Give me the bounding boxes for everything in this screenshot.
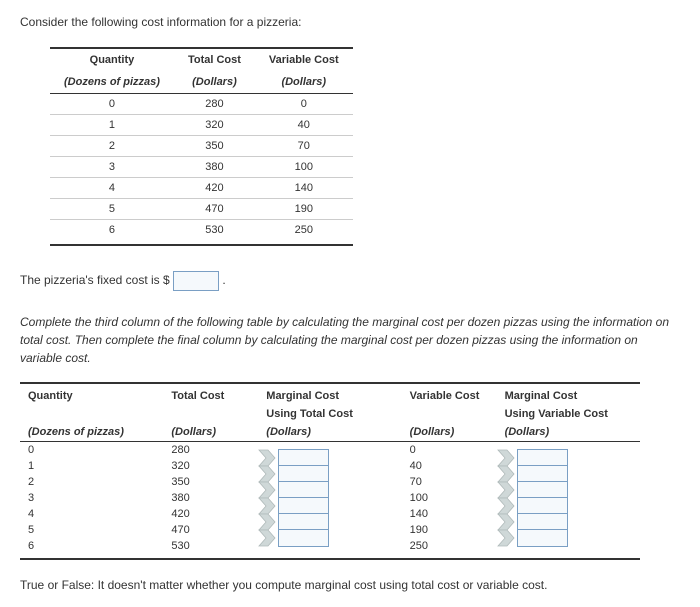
t1-qty-header: Quantity (50, 48, 174, 71)
cell-vc: 250 (402, 538, 497, 559)
cell-qty: 4 (20, 506, 163, 522)
cell: 350 (174, 136, 255, 157)
cell: 0 (50, 94, 174, 115)
cell-tc: 470 (163, 522, 258, 538)
t2-mc2-sub: (Dollars) (497, 423, 640, 442)
fixed-cost-prefix: The pizzeria's fixed cost is (20, 273, 160, 287)
cell-qty: 6 (20, 538, 163, 559)
cell: 6 (50, 220, 174, 241)
instruction-text: Complete the third column of the followi… (20, 313, 680, 367)
table-row: 4420140 (50, 178, 353, 199)
cell-vc: 40 (402, 458, 497, 474)
currency-symbol: $ (163, 273, 170, 287)
cost-table-2: Quantity Total Cost Marginal Cost Variab… (20, 382, 640, 560)
cell: 280 (174, 94, 255, 115)
t2-vc-sub: (Dollars) (402, 423, 497, 442)
t1-vc-sub: (Dollars) (255, 71, 353, 94)
cell-tc: 280 (163, 442, 258, 459)
cell-qty: 2 (20, 474, 163, 490)
table-row: 02800 (50, 94, 353, 115)
mc-vc-input[interactable] (517, 529, 568, 547)
table-row: 132040 (50, 115, 353, 136)
cell: 190 (255, 199, 353, 220)
cell-qty: 3 (20, 490, 163, 506)
cell: 5 (50, 199, 174, 220)
cell: 40 (255, 115, 353, 136)
t2-tc-sub: (Dollars) (163, 423, 258, 442)
cell-tc: 530 (163, 538, 258, 559)
cell: 380 (174, 157, 255, 178)
cell: 470 (174, 199, 255, 220)
t1-body: 0280013204023507033801004420140547019065… (50, 94, 353, 241)
t1-qty-sub: (Dozens of pizzas) (50, 71, 174, 94)
cell: 2 (50, 136, 174, 157)
t2-mc1-mid: Using Total Cost (258, 405, 401, 423)
t1-tc-sub: (Dollars) (174, 71, 255, 94)
table-row: 5470190 (50, 199, 353, 220)
t2-mc1-sub: (Dollars) (258, 423, 401, 442)
table-row: 3380100 (50, 157, 353, 178)
t2-mc2-header: Marginal Cost (497, 383, 640, 405)
cell-qty: 0 (20, 442, 163, 459)
t2-body: 0280013204023507033801004420140547019065… (20, 442, 640, 560)
cell-vc: 0 (402, 442, 497, 459)
fixed-cost-line: The pizzeria's fixed cost is $ . (20, 271, 680, 291)
cell-vc: 70 (402, 474, 497, 490)
cell: 4 (50, 178, 174, 199)
table-row: 235070 (50, 136, 353, 157)
cell: 530 (174, 220, 255, 241)
mc-tc-input[interactable] (278, 529, 329, 547)
cell-vc: 190 (402, 522, 497, 538)
cell: 0 (255, 94, 353, 115)
cell: 250 (255, 220, 353, 241)
t2-qty-sub: (Dozens of pizzas) (20, 423, 163, 442)
cell: 140 (255, 178, 353, 199)
t1-vc-header: Variable Cost (255, 48, 353, 71)
cell: 70 (255, 136, 353, 157)
cost-table-1: Quantity Total Cost Variable Cost (Dozen… (50, 47, 353, 246)
t1-tc-header: Total Cost (174, 48, 255, 71)
cell: 1 (50, 115, 174, 136)
cell-vc: 100 (402, 490, 497, 506)
t2-mc2-mid: Using Variable Cost (497, 405, 640, 423)
cell-tc: 350 (163, 474, 258, 490)
cell-qty: 5 (20, 522, 163, 538)
t2-mc1-header: Marginal Cost (258, 383, 401, 405)
fixed-cost-suffix: . (222, 273, 225, 287)
cell: 420 (174, 178, 255, 199)
cell-mc-tc (258, 538, 401, 559)
true-false-question: True or False: It doesn't matter whether… (20, 578, 680, 592)
cell: 3 (50, 157, 174, 178)
cell-vc: 140 (402, 506, 497, 522)
t2-vc-header: Variable Cost (402, 383, 497, 405)
t2-tc-header: Total Cost (163, 383, 258, 405)
intro-text: Consider the following cost information … (20, 15, 680, 29)
cell-tc: 380 (163, 490, 258, 506)
cell-tc: 320 (163, 458, 258, 474)
fixed-cost-input[interactable] (173, 271, 219, 291)
t2-qty-header: Quantity (20, 383, 163, 405)
cell: 100 (255, 157, 353, 178)
table-row: 6530250 (50, 220, 353, 241)
cell: 320 (174, 115, 255, 136)
table-row: 6530 250 (20, 538, 640, 559)
cell-mc-vc (497, 538, 640, 559)
cell-tc: 420 (163, 506, 258, 522)
cell-qty: 1 (20, 458, 163, 474)
